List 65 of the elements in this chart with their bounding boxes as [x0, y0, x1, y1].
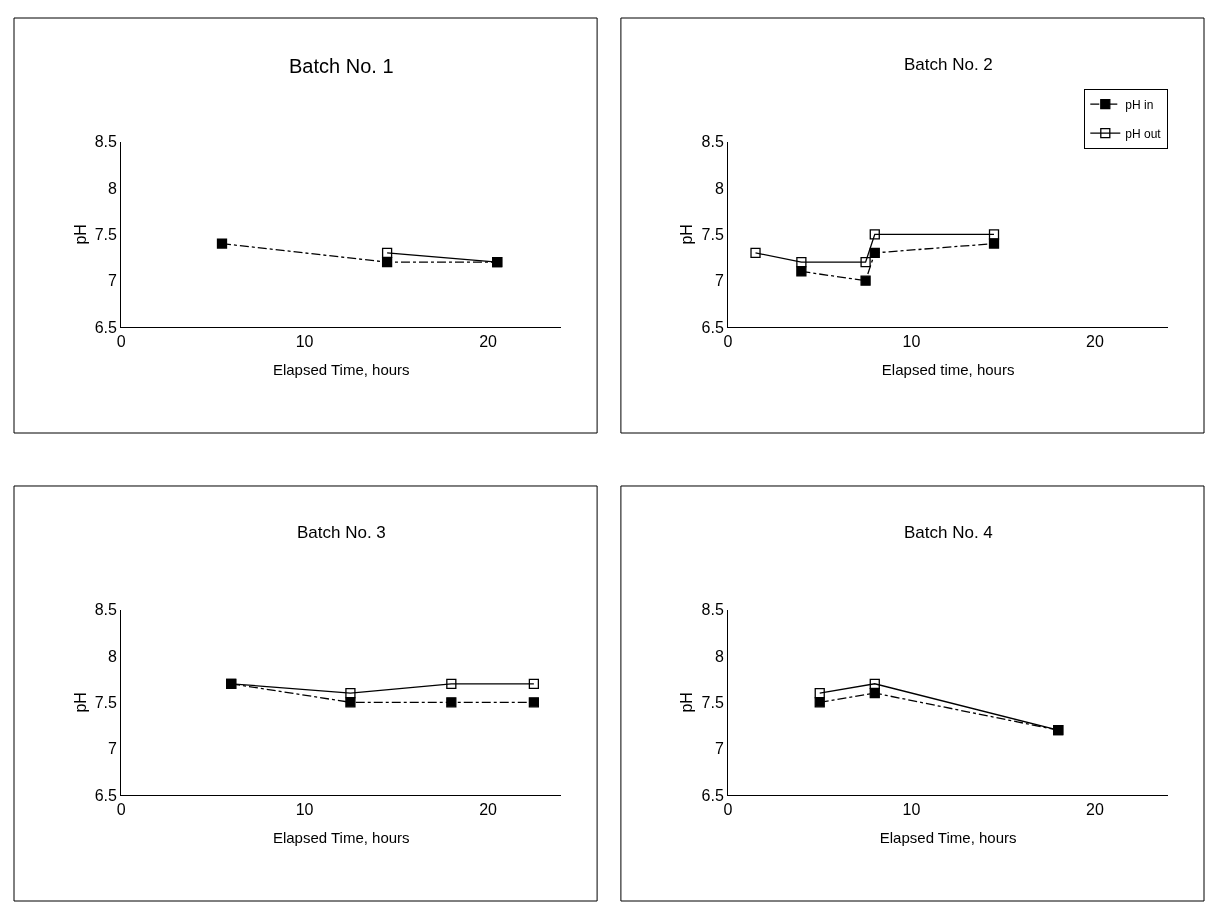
x-tick-label: 10	[902, 333, 921, 351]
y-tick-label: 8	[714, 647, 724, 665]
x-tick-label: 10	[902, 801, 921, 819]
chart-title: Batch No. 3	[297, 523, 386, 542]
y-tick-label: 7	[107, 740, 117, 758]
point	[814, 687, 825, 699]
point	[216, 238, 228, 249]
y-tick-label: 6.5	[94, 786, 117, 804]
y-axis-title: pH	[678, 692, 696, 713]
point	[345, 697, 356, 708]
y-axis-title: pH	[71, 224, 89, 245]
x-axis-title: Elapsed Time, hours	[272, 361, 410, 379]
point	[345, 687, 356, 699]
point	[860, 275, 871, 286]
x-tick-label: 0	[723, 333, 733, 351]
x-tick-label: 20	[479, 333, 498, 351]
point	[988, 229, 1000, 240]
y-tick-label: 7.5	[701, 225, 724, 243]
chart-title: Batch No. 1	[289, 55, 394, 77]
y-tick-label: 7	[714, 272, 724, 290]
y-axis-title: pH	[678, 224, 696, 245]
point	[528, 678, 540, 689]
y-tick-label: 6.5	[94, 318, 117, 336]
x-tick-label: 20	[479, 801, 498, 819]
y-tick-label: 8	[714, 179, 724, 197]
y-tick-label: 7.5	[94, 693, 117, 711]
x-tick-label: 20	[1086, 333, 1104, 351]
y-tick-label: 8.5	[94, 133, 117, 151]
point	[988, 238, 1000, 249]
y-tick-label: 8.5	[94, 601, 117, 619]
point	[869, 229, 880, 240]
x-tick-label: 10	[295, 333, 314, 351]
y-tick-label: 7	[714, 740, 724, 758]
point	[860, 257, 871, 268]
chart-title: Batch No. 4	[904, 523, 993, 542]
chart-title: Batch No. 2	[904, 55, 993, 74]
point	[381, 247, 393, 259]
point	[528, 697, 540, 708]
y-tick-label: 7	[107, 272, 117, 290]
y-tick-label: 8	[107, 179, 117, 197]
point	[869, 247, 880, 259]
x-tick-label: 0	[116, 801, 126, 819]
point	[750, 247, 761, 259]
point	[446, 697, 457, 708]
point	[796, 266, 807, 277]
y-tick-label: 7.5	[94, 225, 117, 243]
x-axis-title: Elapsed time, hours	[881, 361, 1015, 379]
point	[869, 678, 880, 689]
y-tick-label: 7.5	[701, 693, 724, 711]
x-tick-label: 0	[723, 801, 733, 819]
x-axis-title: Elapsed Time, hours	[879, 829, 1017, 847]
legend-label: pH out	[1125, 126, 1162, 141]
y-tick-label: 6.5	[701, 318, 724, 336]
y-tick-label: 8.5	[701, 133, 724, 151]
point	[796, 257, 807, 268]
x-tick-label: 0	[116, 333, 126, 351]
y-tick-label: 8	[107, 647, 117, 665]
y-tick-label: 8.5	[701, 601, 724, 619]
x-axis-title: Elapsed Time, hours	[272, 829, 410, 847]
y-tick-label: 6.5	[701, 786, 724, 804]
y-axis-title: pH	[71, 692, 89, 713]
x-tick-label: 20	[1086, 801, 1104, 819]
legend-label: pH in	[1125, 97, 1154, 112]
point	[446, 678, 457, 689]
x-tick-label: 10	[295, 801, 314, 819]
